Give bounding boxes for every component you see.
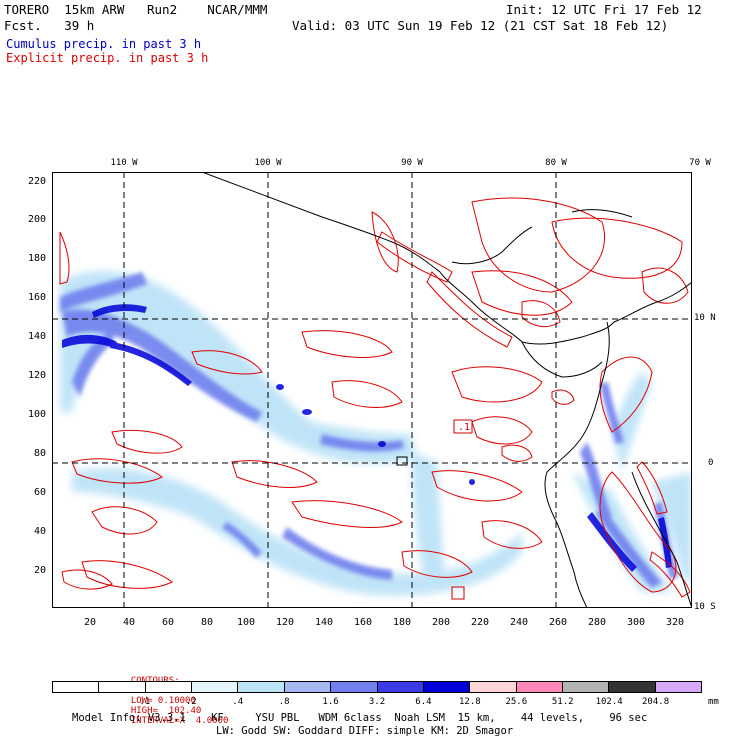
x-tick: 300 — [626, 617, 646, 628]
init-time: Init: 12 UTC Fri 17 Feb 12 — [506, 2, 702, 17]
scale-label: 102.4 — [595, 697, 623, 707]
explicit-legend: Explicit precip. in past 3 h — [6, 51, 209, 65]
x-tick: 80 — [200, 617, 214, 628]
x-tick: 200 — [431, 617, 451, 628]
scale-label: 204.8 — [642, 697, 670, 707]
color-scale — [52, 681, 702, 693]
scale-label: .1 — [139, 697, 151, 707]
y-tick: 40 — [33, 526, 46, 537]
x-tick: 160 — [353, 617, 373, 628]
y-tick: 100 — [27, 409, 46, 420]
y-tick: 220 — [27, 176, 46, 187]
contour-label: .1 — [458, 422, 470, 433]
map-frame — [52, 172, 692, 608]
scale-label: 6.4 — [415, 697, 432, 707]
x-tick: 180 — [392, 617, 412, 628]
contour-low: LOW= 0.10000 — [130, 696, 196, 706]
x-tick: 60 — [161, 617, 175, 628]
lon-label: 110 W — [110, 158, 138, 168]
scale-label: 1.6 — [322, 697, 339, 707]
x-tick: 40 — [122, 617, 136, 628]
lon-label: 100 W — [254, 158, 282, 168]
scale-swatch — [331, 682, 378, 692]
lat-label: 0 — [708, 458, 714, 468]
scale-swatch — [53, 682, 100, 692]
scale-swatch — [562, 682, 610, 692]
scale-label: 51.2 — [551, 697, 574, 707]
x-tick: 140 — [314, 617, 334, 628]
y-tick: 60 — [33, 487, 46, 498]
x-tick: 320 — [665, 617, 685, 628]
lat-lon-grid — [52, 172, 692, 608]
model-info: Model Info: V3.3.1 KF YSU PBL WDM 6class… — [72, 712, 648, 724]
scale-label: .4 — [232, 697, 244, 707]
model-title: TORERO 15km ARW Run2 NCAR/MMM — [4, 2, 268, 17]
contour-box-marker — [451, 586, 465, 600]
contour-label-box — [453, 419, 473, 434]
scale-units: mm — [708, 697, 719, 707]
y-tick: 20 — [33, 565, 46, 576]
x-tick: 100 — [236, 617, 256, 628]
valid-time: Valid: 03 UTC Sun 19 Feb 12 (21 CST Sat … — [292, 18, 669, 33]
scale-label: 12.8 — [459, 697, 481, 707]
cumulus-legend: Cumulus precip. in past 3 h — [6, 37, 202, 51]
scale-swatch — [284, 682, 332, 692]
y-tick: 140 — [27, 331, 46, 342]
cumulus-precip-field — [60, 271, 692, 596]
contour-high: HIGH= 102.40 — [130, 706, 202, 716]
scale-swatch — [609, 682, 656, 692]
scale-label: 25.6 — [505, 697, 528, 707]
lon-label: 90 W — [401, 158, 423, 168]
y-tick: 160 — [27, 292, 46, 303]
scale-swatch — [377, 682, 424, 692]
map-background — [52, 172, 692, 608]
lon-label: 70 W — [689, 158, 711, 168]
scale-swatch — [145, 682, 193, 692]
y-tick: 120 — [27, 370, 46, 381]
x-tick: 260 — [548, 617, 568, 628]
scale-swatch — [423, 682, 471, 692]
scale-swatch — [470, 682, 517, 692]
explicit-precip-contours — [59, 197, 691, 598]
scale-swatch — [238, 682, 285, 692]
x-tick: 240 — [509, 617, 529, 628]
scale-swatch — [99, 682, 146, 692]
physics-info: LW: Godd SW: Goddard DIFF: simple KM: 2D… — [216, 725, 514, 737]
coastlines — [201, 172, 692, 608]
lat-label: 10 S — [694, 602, 716, 612]
lat-label: 10 N — [694, 313, 716, 323]
scale-label: .8 — [278, 697, 290, 707]
precip-map: .1 — [52, 172, 692, 608]
y-tick: 180 — [27, 253, 46, 264]
y-tick: 200 — [27, 214, 46, 225]
x-tick: 20 — [83, 617, 97, 628]
scale-swatch — [192, 682, 239, 692]
lon-label: 80 W — [545, 158, 567, 168]
x-tick: 120 — [275, 617, 295, 628]
scale-label: .2 — [185, 697, 197, 707]
scale-swatch — [516, 682, 563, 692]
forecast-hour: Fcst. 39 h — [4, 18, 95, 33]
scale-label: 3.2 — [368, 697, 386, 707]
contour-interval: INTERVAL=X 4.0000 — [130, 716, 229, 726]
x-tick: 220 — [470, 617, 490, 628]
x-tick: 280 — [587, 617, 607, 628]
scale-swatch — [655, 682, 702, 692]
y-tick: 80 — [33, 448, 46, 459]
